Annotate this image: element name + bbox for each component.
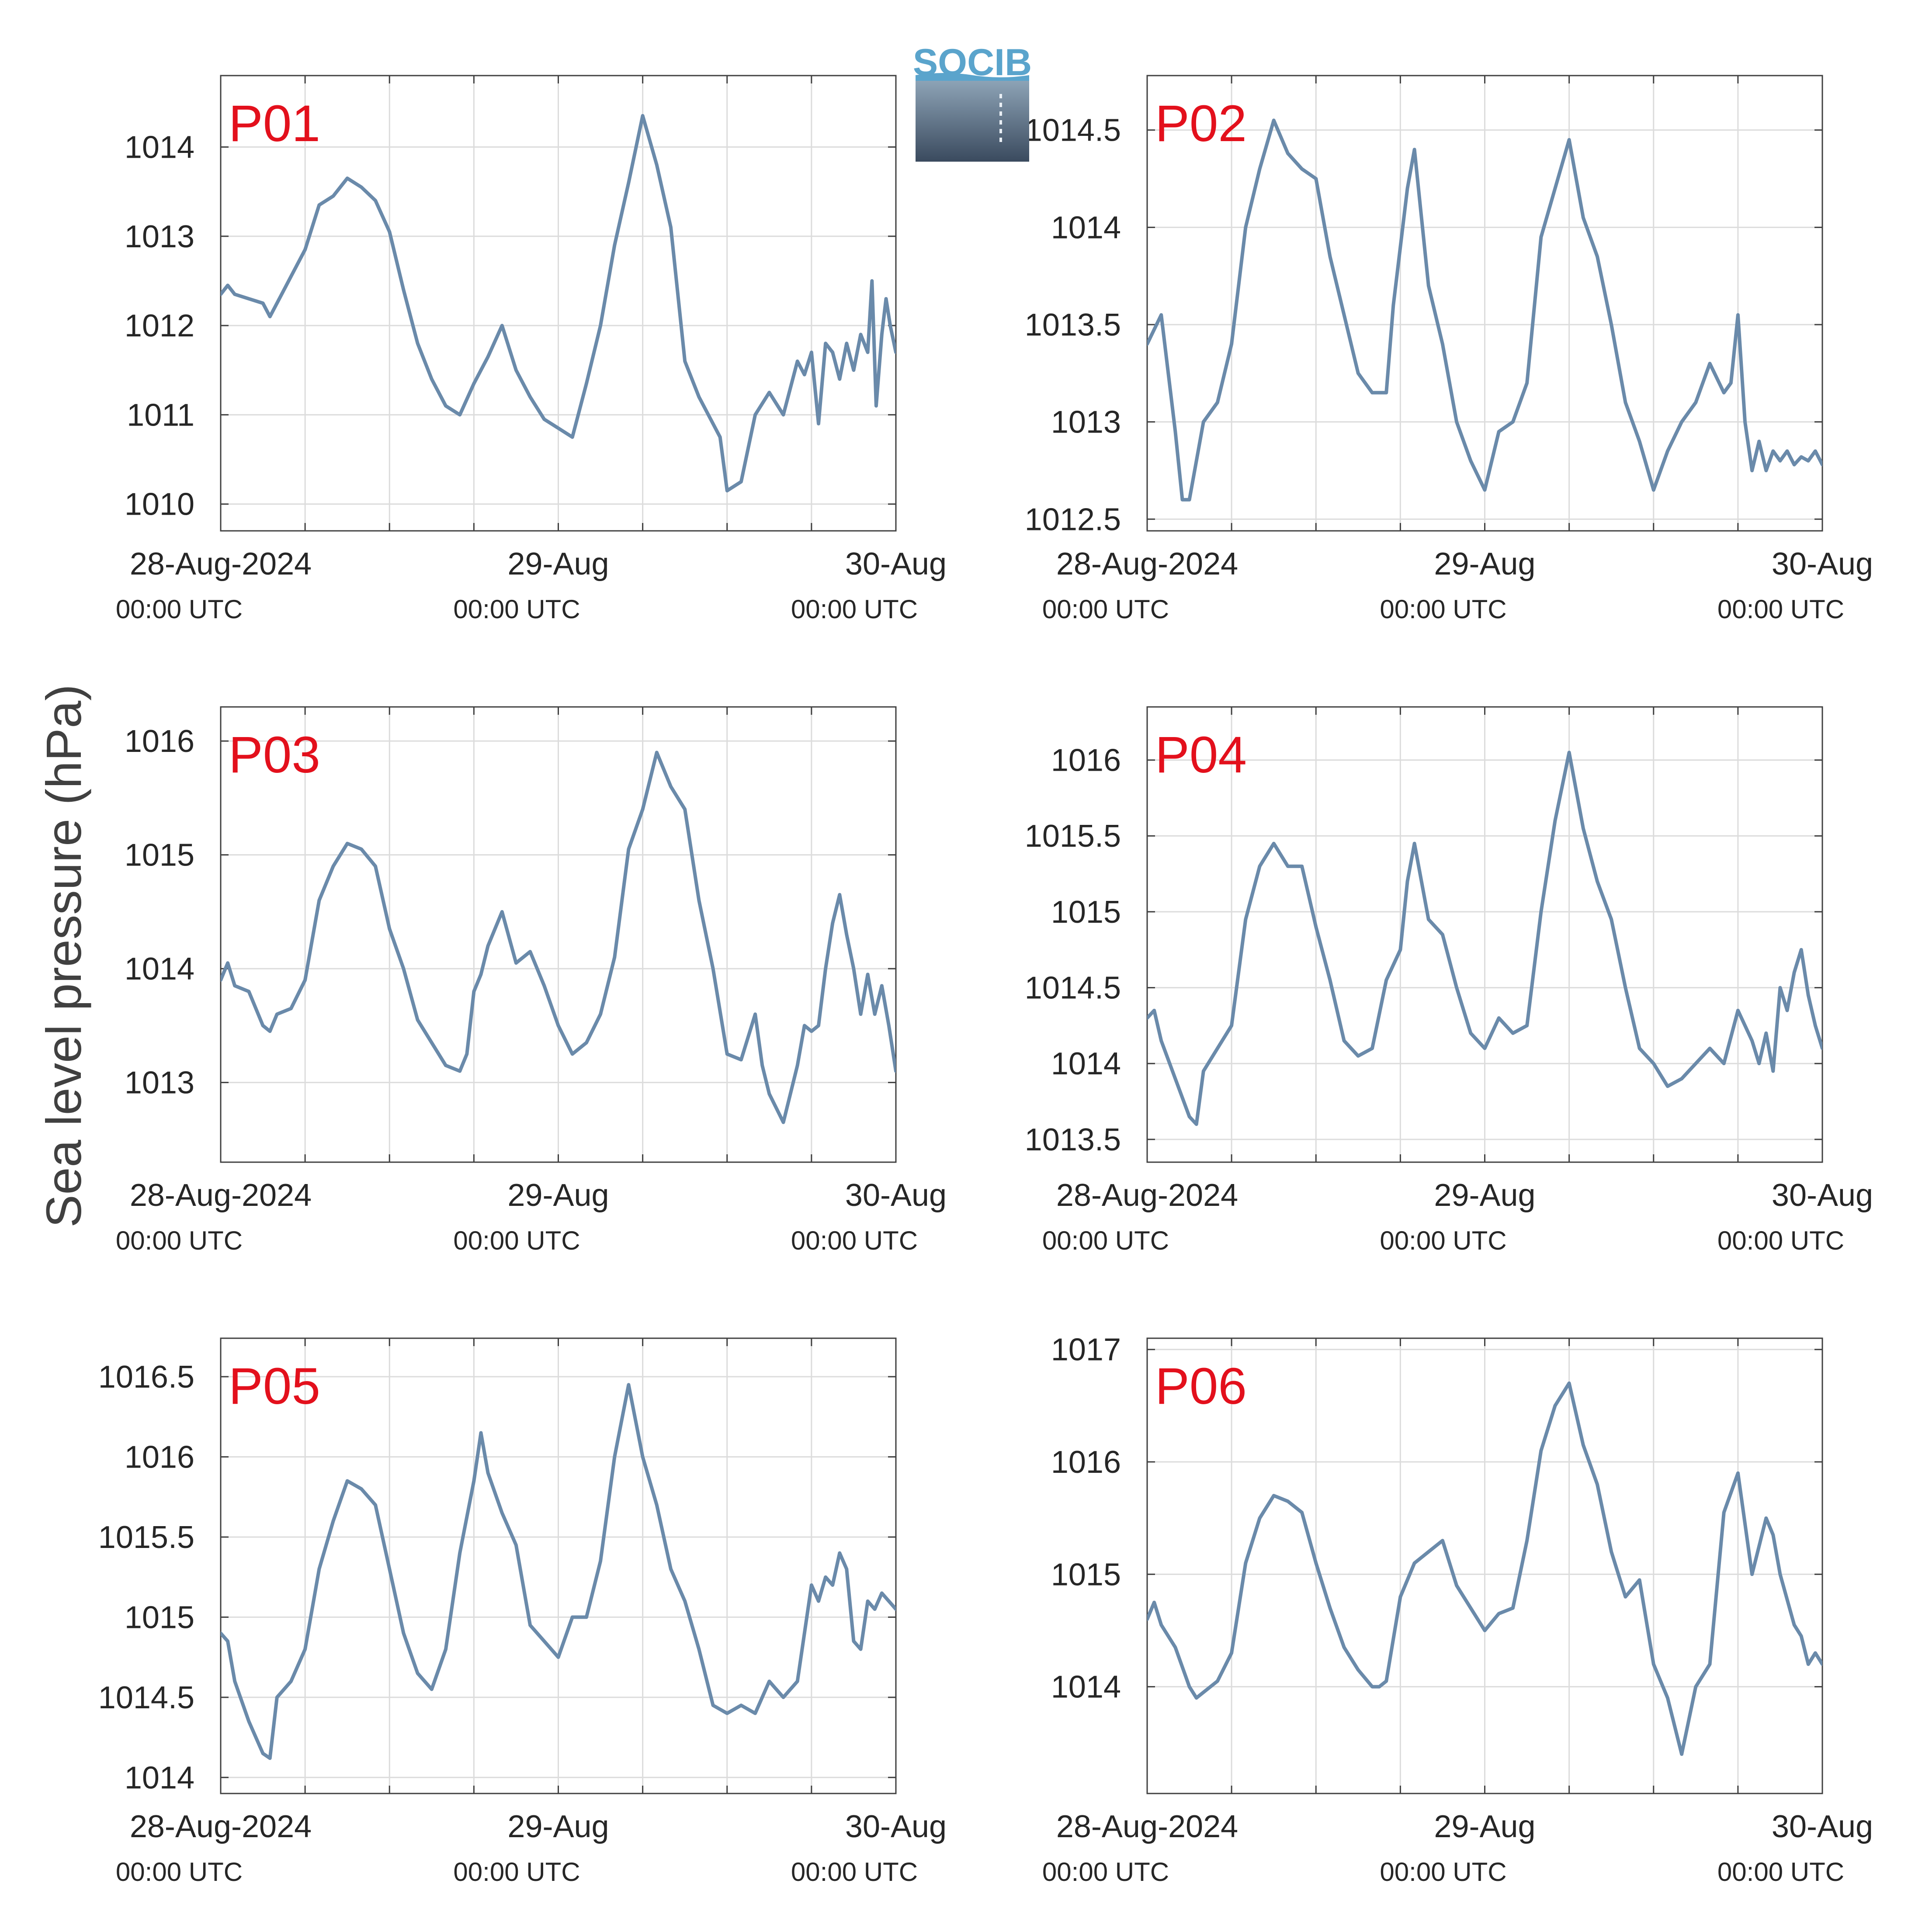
y-tick-label: 1013.5: [1025, 308, 1121, 343]
x-tick-sublabel: 00:00 UTC: [1380, 595, 1506, 624]
socib-logo: SOCIB: [913, 42, 1032, 162]
x-tick-label: 29-Aug: [507, 547, 609, 582]
x-tick-sublabel: 00:00 UTC: [116, 1226, 243, 1255]
y-tick-label: 1014.5: [1025, 971, 1121, 1006]
x-tick-sublabel: 00:00 UTC: [791, 1226, 918, 1255]
panel-p02: 1012.5 1013 1013.5 1014 1014.5 28-Aug-2024 00:…: [1025, 75, 1873, 624]
x-tick-label: 30-Aug: [1772, 547, 1873, 582]
panel-label: P01: [229, 95, 320, 152]
x-tick-sublabel: 00:00 UTC: [1042, 1857, 1169, 1887]
y-tick-label: 1014: [125, 130, 194, 165]
x-tick-sublabel: 00:00 UTC: [116, 595, 243, 624]
x-tick-sublabel: 00:00 UTC: [1380, 1226, 1506, 1255]
y-tick-label: 1013: [125, 1066, 194, 1101]
panel-p05: 1014 1014.5 1015 1015.5 1016 1016.5 28-Aug-202…: [98, 1337, 947, 1887]
x-tick-label: 30-Aug: [845, 1178, 947, 1213]
x-tick-sublabel: 00:00 UTC: [453, 1226, 580, 1255]
x-tick-label: 29-Aug: [507, 1809, 609, 1844]
panel-label: P05: [229, 1357, 320, 1415]
series-line: [221, 751, 896, 1124]
x-tick-sublabel: 00:00 UTC: [1380, 1857, 1506, 1887]
x-tick-label: 29-Aug: [1434, 547, 1535, 582]
x-tick-label: 28-Aug-2024: [1056, 1178, 1238, 1213]
x-tick-sublabel: 00:00 UTC: [1717, 1226, 1844, 1255]
y-tick-label: 1014: [125, 1760, 194, 1795]
logo-wave: [916, 73, 1029, 81]
x-tick-label: 28-Aug-2024: [130, 547, 312, 582]
y-tick-label: 1016: [1051, 1445, 1121, 1480]
panel-label: P06: [1155, 1357, 1247, 1415]
logo-panel: [916, 81, 1029, 162]
y-tick-label: 1016: [125, 1440, 194, 1475]
x-tick-label: 29-Aug: [507, 1178, 609, 1213]
x-tick-label: 28-Aug-2024: [1056, 547, 1238, 582]
y-tick-label: 1010: [125, 487, 194, 522]
x-tick-sublabel: 00:00 UTC: [1717, 595, 1844, 624]
y-tick-label: 1016: [1051, 743, 1121, 778]
series-line: [1147, 118, 1822, 502]
x-tick-label: 30-Aug: [1772, 1178, 1873, 1213]
y-tick-label: 1014.5: [98, 1680, 194, 1715]
x-tick-label: 28-Aug-2024: [130, 1809, 312, 1844]
x-tick-sublabel: 00:00 UTC: [791, 595, 918, 624]
x-tick-sublabel: 00:00 UTC: [1042, 1226, 1169, 1255]
x-tick-label: 30-Aug: [1772, 1809, 1873, 1844]
y-tick-label: 1013.5: [1025, 1122, 1121, 1157]
y-tick-label: 1013: [1051, 405, 1121, 440]
y-tick-label: 1017: [1051, 1333, 1121, 1368]
x-tick-label: 29-Aug: [1434, 1178, 1535, 1213]
x-tick-label: 28-Aug-2024: [1056, 1809, 1238, 1844]
panel-p06: 1014 1015 1016 1017 28-Aug-2024 00:00 UTC 29-A…: [1042, 1333, 1873, 1887]
panel-p03: 1013 1014 1015 1016 28-Aug-2024 00:00 UTC 29-A…: [116, 706, 947, 1255]
x-tick-sublabel: 00:00 UTC: [1042, 595, 1169, 624]
panels: 1010 1011 1012 1013 1014 28-Aug-2024 00:00 UTC…: [98, 75, 1873, 1887]
x-tick-sublabel: 00:00 UTC: [116, 1857, 243, 1887]
y-tick-label: 1012.5: [1025, 502, 1121, 537]
x-tick-sublabel: 00:00 UTC: [453, 595, 580, 624]
panel-p04: 1013.5 1014 1014.5 1015 1015.5 1016 28-Aug-202…: [1025, 706, 1873, 1255]
y-tick-label: 1015: [1051, 895, 1121, 930]
y-tick-label: 1013: [125, 219, 194, 254]
y-tick-label: 1016.5: [98, 1360, 194, 1395]
y-tick-label: 1015.5: [1025, 819, 1121, 854]
x-tick-label: 29-Aug: [1434, 1809, 1535, 1844]
panel-label: P03: [229, 726, 320, 784]
y-tick-label: 1015: [125, 1600, 194, 1635]
y-tick-label: 1015: [125, 838, 194, 873]
panel-p01: 1010 1011 1012 1013 1014 28-Aug-2024 00:00 UTC…: [116, 75, 947, 624]
x-tick-label: 30-Aug: [845, 547, 947, 582]
x-tick-label: 28-Aug-2024: [130, 1178, 312, 1213]
y-tick-label: 1014: [1051, 1670, 1121, 1705]
y-tick-label: 1014: [125, 952, 194, 987]
logo-text: SOCIB: [913, 42, 1032, 83]
y-tick-label: 1011: [127, 398, 194, 433]
y-tick-label: 1014: [1051, 1046, 1121, 1081]
series-line: [221, 114, 896, 493]
x-tick-label: 30-Aug: [845, 1809, 947, 1844]
y-tick-label: 1014: [1051, 210, 1121, 245]
series-line: [1147, 751, 1822, 1126]
y-axis-label: Sea level pressure (hPa): [36, 684, 91, 1228]
panel-label: P02: [1155, 95, 1247, 152]
y-tick-label: 1014.5: [1025, 113, 1121, 148]
x-tick-sublabel: 00:00 UTC: [453, 1857, 580, 1887]
y-tick-label: 1015: [1051, 1557, 1121, 1592]
y-tick-label: 1012: [125, 308, 194, 343]
y-tick-label: 1015.5: [98, 1520, 194, 1555]
x-tick-sublabel: 00:00 UTC: [791, 1857, 918, 1887]
panel-label: P04: [1155, 726, 1247, 784]
y-tick-label: 1016: [125, 724, 194, 759]
series-line: [1147, 1381, 1822, 1756]
series-line: [221, 1383, 896, 1760]
x-tick-sublabel: 00:00 UTC: [1717, 1857, 1844, 1887]
